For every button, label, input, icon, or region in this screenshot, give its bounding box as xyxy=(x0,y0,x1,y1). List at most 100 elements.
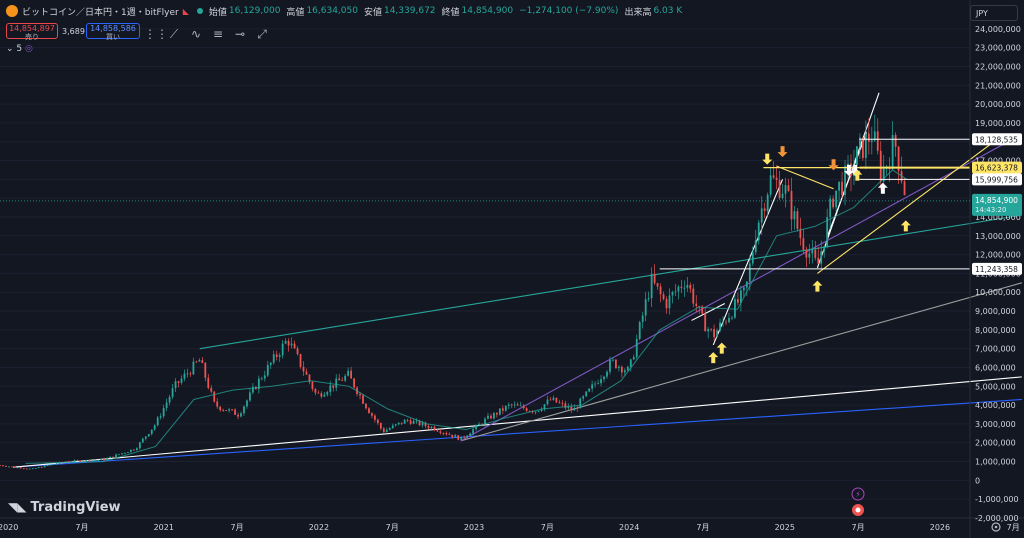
candle xyxy=(240,411,242,418)
candle xyxy=(570,403,573,414)
candle xyxy=(787,178,790,192)
candle xyxy=(558,399,561,404)
candle xyxy=(826,208,829,249)
candle xyxy=(320,391,323,399)
y-tick-label: 21,000,000 xyxy=(975,81,1021,90)
candle xyxy=(249,388,251,402)
candle xyxy=(728,312,730,324)
candle xyxy=(478,421,480,425)
candle xyxy=(436,428,439,433)
lightning-icon[interactable]: ⚡ xyxy=(851,487,865,501)
measure-icon[interactable]: ⤢ xyxy=(257,27,267,41)
candle xyxy=(124,452,126,455)
candle xyxy=(832,195,835,210)
currency-label: JPY xyxy=(976,9,988,18)
candle xyxy=(379,422,382,431)
settings-gear-icon[interactable] xyxy=(991,522,1001,532)
time-axis[interactable]: 2020 7月 2021 7月 2022 7月 2023 7月 2024 7月 2025 7月 2026… xyxy=(0,523,1020,532)
indicator-tag[interactable]: ⌄ 5 ◎ xyxy=(6,44,33,54)
candle xyxy=(763,202,766,219)
candle xyxy=(257,375,260,394)
candle xyxy=(11,466,13,468)
level-tag xyxy=(972,262,1022,275)
candle xyxy=(442,432,445,436)
y-tick-label: 22,000,000 xyxy=(975,62,1021,71)
event-icon[interactable] xyxy=(852,504,864,516)
currency-select[interactable]: JPY xyxy=(970,5,1018,21)
candle xyxy=(8,466,10,468)
candle xyxy=(784,177,787,208)
chart-grid xyxy=(0,28,970,519)
trend-line xyxy=(460,282,1023,442)
candle xyxy=(626,365,629,372)
candle xyxy=(156,415,159,427)
candle xyxy=(388,427,391,431)
candle xyxy=(19,466,22,469)
candle xyxy=(772,161,775,180)
candle xyxy=(106,457,109,461)
candle xyxy=(582,395,585,402)
candle xyxy=(127,451,129,453)
close-label: 終値 xyxy=(441,7,460,18)
brand-name: TradingView xyxy=(30,500,121,515)
level-tag-label: 11,243,358 xyxy=(975,265,1018,274)
brush-icon[interactable]: ∿ xyxy=(190,27,202,41)
market-status-icon xyxy=(196,8,203,14)
arrow-up-icon xyxy=(900,220,911,232)
y-tick-label: 2,000,000 xyxy=(975,439,1016,448)
sell-button[interactable]: 14,854,897 売り xyxy=(6,23,58,41)
candle xyxy=(183,369,186,382)
candle xyxy=(412,418,415,425)
candle xyxy=(805,246,808,268)
candle xyxy=(546,395,549,406)
candle xyxy=(588,388,591,393)
candle xyxy=(153,424,156,431)
arrow-down-icon xyxy=(828,159,839,171)
arrow-markers xyxy=(708,146,911,364)
x-tick-label: 2020 xyxy=(0,523,18,532)
candle xyxy=(490,413,492,420)
trend-line-icon[interactable]: ⟋ xyxy=(169,27,179,41)
candle xyxy=(433,425,436,432)
candle xyxy=(228,407,231,413)
level-tag-label: 16,623,378 xyxy=(975,164,1018,173)
candle xyxy=(674,283,677,296)
candle xyxy=(882,154,885,189)
candle xyxy=(561,400,564,407)
y-tick-label: 19,000,000 xyxy=(975,119,1021,128)
candle xyxy=(620,365,623,378)
buy-button[interactable]: 14,858,586 買い xyxy=(86,23,140,41)
candle xyxy=(867,118,870,155)
candle xyxy=(94,459,97,461)
candle xyxy=(252,383,254,395)
candle xyxy=(168,394,171,406)
horizontal-levels[interactable] xyxy=(659,138,970,270)
grip-icon[interactable]: ⋮⋮ xyxy=(144,27,168,41)
candle xyxy=(281,340,284,359)
candle xyxy=(650,267,653,308)
arrow-up-icon xyxy=(877,182,888,194)
candle xyxy=(873,114,876,142)
moving-average-line xyxy=(25,169,907,464)
candle xyxy=(213,390,216,403)
candle xyxy=(409,418,412,426)
candle xyxy=(293,340,296,349)
candle xyxy=(37,466,40,469)
y-tick-label: 5,000,000 xyxy=(975,382,1016,391)
horizontal-ray-icon[interactable]: ⊸ xyxy=(234,27,246,41)
candle xyxy=(353,377,355,390)
symbol-title[interactable]: ビットコイン／日本円・1週・bitFlyer xyxy=(22,7,179,18)
candle xyxy=(737,292,739,306)
candle xyxy=(368,407,370,414)
candle xyxy=(600,374,602,387)
candle xyxy=(692,283,695,308)
candle xyxy=(216,398,219,409)
candle xyxy=(823,246,826,258)
candle xyxy=(760,196,763,235)
candle xyxy=(817,246,820,264)
fib-icon[interactable]: ≡ xyxy=(212,27,224,41)
candle xyxy=(109,456,111,459)
candle xyxy=(299,353,302,369)
candle xyxy=(897,145,900,184)
